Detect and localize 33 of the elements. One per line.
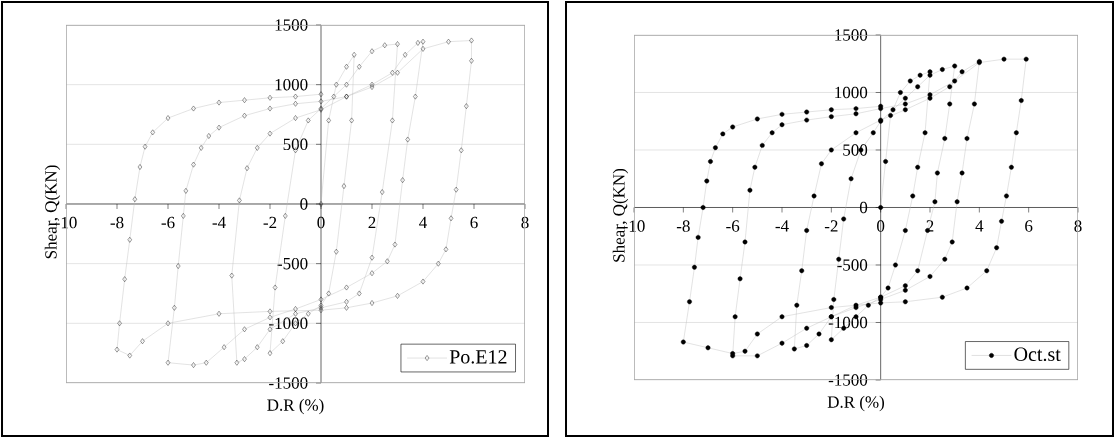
x-tick-label: -4	[212, 216, 226, 229]
y-tick-label: 1500	[275, 19, 308, 31]
legend-label: Oct.st	[1014, 347, 1061, 362]
y-tick-label: 1500	[835, 29, 868, 41]
x-tick-label: -8	[110, 216, 124, 229]
x-tick-label: 2	[368, 216, 376, 229]
y-tick-label: -500	[837, 259, 868, 271]
x-tick-label: -2	[263, 216, 277, 229]
x-tick-label: 8	[521, 216, 529, 229]
y-tick-label: 0	[300, 198, 308, 210]
x-axis-title: D.R (%)	[827, 395, 885, 412]
y-tick-label: -1000	[269, 317, 308, 330]
y-tick-label: -1500	[828, 374, 868, 386]
x-tick-label: 6	[470, 216, 478, 229]
x-tick-label: 8	[1074, 220, 1082, 232]
legend-label: Po.E12	[449, 350, 507, 364]
y-tick-label: -1500	[269, 377, 308, 389]
y-tick-label: -500	[277, 257, 308, 270]
x-tick-label: 0	[877, 220, 885, 232]
x-tick-label: -6	[726, 220, 740, 232]
x-tick-label: 0	[317, 216, 325, 229]
x-tick-label: -8	[676, 220, 690, 232]
x-axis-title: D.R (%)	[267, 398, 324, 415]
x-tick-label: 4	[419, 216, 427, 229]
x-tick-label: -4	[775, 220, 789, 232]
y-tick-label: 1000	[275, 78, 308, 91]
x-tick-label: 4	[975, 220, 984, 232]
x-tick-label: 6	[1025, 220, 1033, 232]
x-tick-label: -2	[824, 220, 838, 232]
x-tick-label: -6	[161, 216, 175, 229]
y-tick-label: 500	[283, 138, 308, 151]
y-tick-label: 1000	[835, 86, 868, 99]
y-tick-label: -1000	[828, 316, 868, 329]
